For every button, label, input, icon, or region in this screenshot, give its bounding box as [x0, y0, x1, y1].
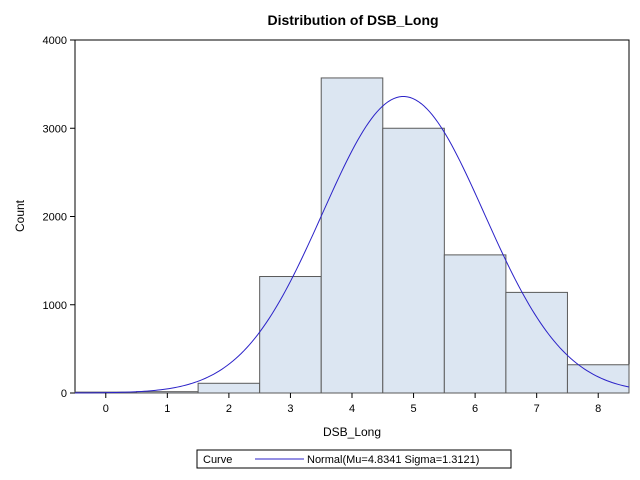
- histogram-bar-3: [259, 276, 322, 394]
- histogram-bar-2: [197, 382, 261, 394]
- normal-curve: [74, 96, 630, 394]
- y-axis-label: Count: [13, 199, 27, 232]
- legend-header: Curve: [203, 454, 232, 466]
- x-tick-label-7: 7: [534, 403, 540, 415]
- histogram-bar-7: [505, 291, 568, 394]
- histogram-bars: [74, 77, 630, 394]
- x-axis-label: DSB_Long: [323, 425, 381, 439]
- legend-entry: Normal(Mu=4.8341 Sigma=1.3121): [307, 454, 479, 466]
- histogram-bar-8: [566, 364, 630, 394]
- histogram-bar-5: [382, 127, 445, 394]
- legend-box: [196, 449, 512, 469]
- histogram-bar-4: [320, 77, 384, 394]
- y-tick-label-1000: 1000: [43, 300, 67, 312]
- chart-title: Distribution of DSB_Long: [267, 12, 438, 28]
- x-axis-ticks: 0 1 2 3 4 5 6 7 8: [103, 393, 601, 415]
- y-tick-label-3000: 3000: [43, 123, 67, 135]
- x-tick-label-3: 3: [287, 403, 293, 415]
- legend: Curve Normal(Mu=4.8341 Sigma=1.3121): [196, 449, 512, 469]
- y-tick-label-4000: 4000: [43, 35, 67, 47]
- histogram-bar-6: [443, 254, 507, 394]
- x-tick-label-8: 8: [595, 403, 601, 415]
- histogram-bar-1: [136, 391, 199, 394]
- y-axis-ticks: 0 1000 2000 3000 4000: [43, 35, 75, 400]
- x-tick-label-1: 1: [164, 403, 170, 415]
- y-tick-label-0: 0: [61, 388, 67, 400]
- x-tick-label-0: 0: [103, 403, 109, 415]
- x-tick-label-5: 5: [410, 403, 416, 415]
- x-tick-label-6: 6: [472, 403, 478, 415]
- y-tick-label-2000: 2000: [43, 212, 67, 224]
- x-tick-label-2: 2: [226, 403, 232, 415]
- x-tick-label-4: 4: [349, 403, 355, 415]
